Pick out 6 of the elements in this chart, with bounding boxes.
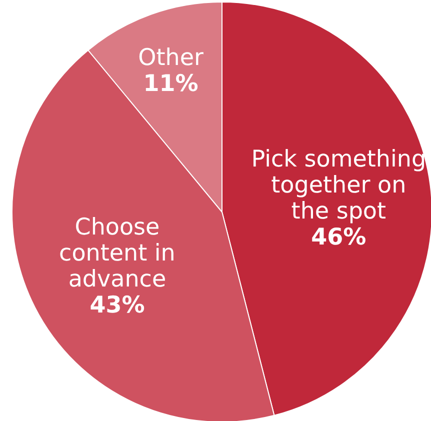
slice-label: Pick something together on the spot: [251, 146, 426, 224]
data-label: 11%: [143, 70, 198, 97]
slice-label: Other: [138, 44, 204, 71]
data-label: 46%: [311, 224, 366, 250]
slice-label: Choose content in advance: [59, 214, 176, 292]
data-label: 43%: [90, 292, 145, 318]
